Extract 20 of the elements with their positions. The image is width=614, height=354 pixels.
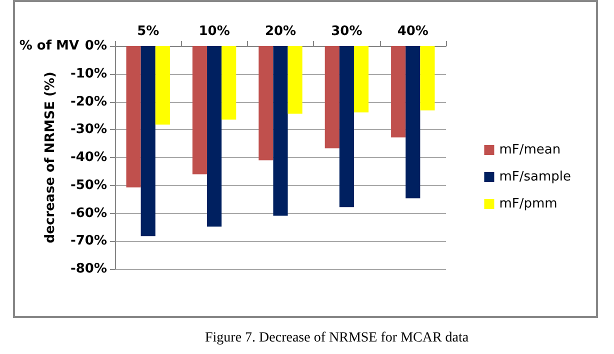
y-tick-label: -10% bbox=[70, 66, 107, 82]
y-tick-label: 0% bbox=[84, 38, 107, 54]
caption: Figure 7. Decrease of NRMSE for MCAR data bbox=[205, 330, 470, 346]
legend-label: mF/sample bbox=[499, 170, 572, 184]
y-axis-title: decrease of NRMSE (%) bbox=[43, 72, 58, 244]
y-tick-label: -50% bbox=[70, 178, 107, 193]
legend-label: mF/pmm bbox=[499, 196, 558, 212]
x-tick-label: 10% bbox=[198, 24, 230, 39]
legend-label: mF/mean bbox=[499, 142, 561, 158]
y-tick-label: -70% bbox=[70, 234, 107, 249]
y-tick-label: -20% bbox=[70, 94, 107, 110]
x-axis-title: % of MV bbox=[19, 38, 80, 54]
y-tick-label: -80% bbox=[70, 262, 107, 276]
x-tick-label: 5% bbox=[137, 24, 160, 39]
x-tick-label: 40% bbox=[397, 24, 428, 39]
y-tick-label: -40% bbox=[70, 150, 107, 165]
x-tick-label: 20% bbox=[264, 24, 296, 39]
x-tick-label: 30% bbox=[331, 24, 362, 39]
y-tick-label: -30% bbox=[70, 122, 107, 138]
y-tick-label: -60% bbox=[70, 206, 107, 221]
